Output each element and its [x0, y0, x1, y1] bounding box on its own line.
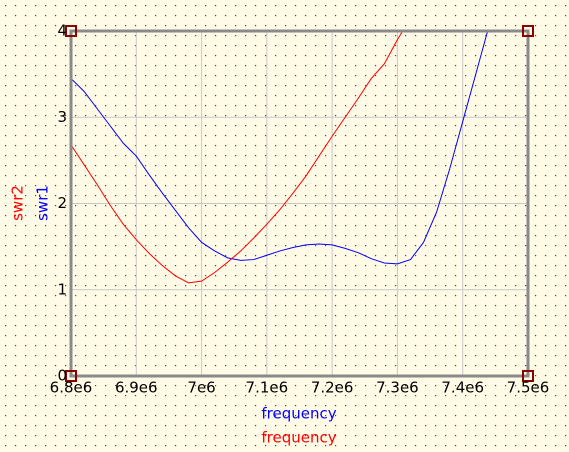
y-tick-label: 1	[57, 280, 67, 298]
series-line	[71, 31, 489, 265]
x-tick-label: 6.8e6	[50, 379, 93, 397]
y-axis-label: swr1	[34, 185, 52, 221]
x-tick-label: 6.9e6	[115, 379, 158, 397]
handle[interactable]	[522, 25, 534, 37]
series-line	[71, 31, 404, 284]
x-tick-label: 7.3e6	[376, 379, 419, 397]
y-tick-label: 3	[57, 108, 67, 126]
x-axis-label: frequency	[261, 429, 336, 447]
x-tick-label: 7.2e6	[311, 379, 354, 397]
handle[interactable]	[65, 25, 77, 37]
plot-frame	[69, 29, 530, 378]
x-tick-label: 7.1e6	[246, 379, 289, 397]
y-tick-label: 2	[57, 194, 67, 212]
handle[interactable]	[522, 370, 534, 382]
x-tick-label: 7.4e6	[441, 379, 484, 397]
y-tick-label: 0	[57, 367, 67, 385]
y-axis-label: swr2	[9, 185, 27, 221]
x-tick-label: 7.5e6	[507, 379, 550, 397]
x-tick-label: 7e6	[187, 379, 215, 397]
handle[interactable]	[65, 370, 77, 382]
x-axis-label: frequency	[261, 405, 336, 423]
y-tick-label: 4	[57, 22, 67, 40]
